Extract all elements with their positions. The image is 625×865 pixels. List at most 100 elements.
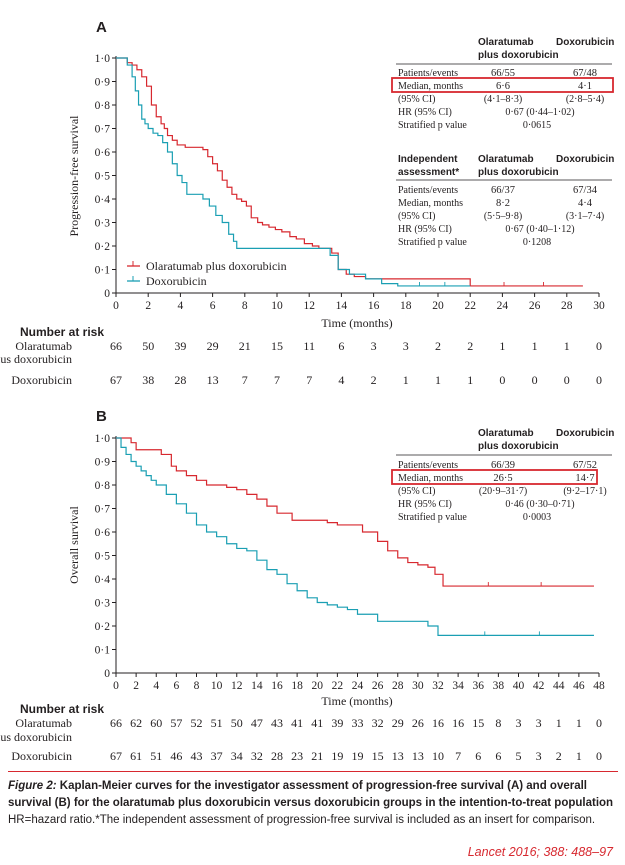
y-tick-label: 0·4 — [95, 194, 111, 206]
risk-doxo-count: 67 — [110, 749, 122, 763]
row2-label: Patients/events — [398, 185, 458, 196]
risk-olara-count: 39 — [174, 339, 186, 353]
risk-doxo-count: 2 — [556, 749, 562, 763]
x-tick-label: 30 — [412, 680, 424, 692]
caption-bold-text: Kaplan-Meier curves for the investigator… — [8, 780, 614, 809]
risk-doxo-count: 67 — [110, 373, 122, 387]
x-tick-label: 24 — [352, 680, 364, 692]
panel-b-risk-table: Number at risk Olaratumab plus doxorubic… — [0, 702, 602, 763]
rowb-label: Stratified p value — [398, 512, 467, 523]
risk-olara-count: 33 — [352, 716, 364, 730]
rowb-val-olara: 66/39 — [491, 460, 515, 471]
panel-a-independent-table: Independent assessment* Olaratumab plus … — [396, 154, 614, 248]
risk-doxo-count: 43 — [191, 749, 203, 763]
x-tick-label: 26 — [372, 680, 384, 692]
risk-label-olara-2: plus doxorubicin — [0, 352, 72, 366]
th2-indep-1: Independent — [398, 154, 458, 165]
riskb-label-olara-1: Olaratumab — [15, 716, 72, 730]
risk-olara-count: 16 — [452, 716, 464, 730]
figure-caption: Figure 2: Kaplan-Meier curves for the in… — [8, 778, 620, 829]
x-tick-label: 12 — [303, 300, 315, 312]
risk-olara-count: 50 — [231, 716, 243, 730]
risk-doxo-count: 0 — [596, 373, 602, 387]
x-tick-label: 38 — [493, 680, 505, 692]
y-tick-label: 0 — [104, 668, 110, 680]
figure-canvas: A Progression-free survival 0 0·1 0·2 0·3 0·… — [0, 19, 614, 763]
risk-doxo-count: 5 — [516, 749, 522, 763]
risk-olara-count: 66 — [110, 339, 122, 353]
x-tick-label: 8 — [194, 680, 200, 692]
row2-val-doxo: 67/34 — [573, 185, 598, 196]
median-highlight-box — [391, 469, 598, 485]
row2-val-p: 0·1208 — [523, 237, 551, 248]
y-tick-label: 0·3 — [95, 598, 111, 610]
risk-label-olara-1: Olaratumab — [15, 339, 72, 353]
th2-olara-1: Olaratumab — [478, 154, 534, 165]
caption-label: Figure 2: — [8, 780, 57, 792]
panel-a-legend: Olaratumab plus doxorubicin Doxorubicin — [127, 259, 287, 288]
row-val-doxo: 67/48 — [573, 68, 597, 79]
risk-olara-count: 41 — [291, 716, 303, 730]
risk-olara-count: 3 — [516, 716, 522, 730]
x-tick-label: 6 — [210, 300, 216, 312]
row2-val-doxo: (3·1–7·4) — [566, 211, 604, 222]
risk-doxo-count: 28 — [271, 749, 283, 763]
x-tick-label: 42 — [533, 680, 545, 692]
x-tick-label: 20 — [432, 300, 444, 312]
top-rule — [8, 771, 618, 772]
y-tick-label: 0·5 — [95, 171, 111, 183]
risk-olara-count: 3 — [403, 339, 409, 353]
row2-label: Median, months — [398, 198, 463, 209]
y-tick-label: 0·8 — [95, 100, 111, 112]
row-val-olara: 66/55 — [491, 68, 515, 79]
x-tick-label: 30 — [593, 300, 605, 312]
risk-doxo-count: 7 — [306, 373, 312, 387]
panel-b-risk-numbers: 66 62 60 57 52 51 50 47 43 41 41 39 33 32 29 26 16 16 15 8 3… — [110, 716, 602, 763]
risk-doxo-count: 19 — [331, 749, 343, 763]
risk-doxo-count: 4 — [338, 373, 344, 387]
rowb-val-olara: (20·9–31·7) — [479, 486, 527, 497]
risk-olara-count: 57 — [170, 716, 182, 730]
risk-title-b: Number at risk — [20, 702, 104, 716]
risk-doxo-count: 32 — [251, 749, 263, 763]
y-tick-label: 0·8 — [95, 480, 111, 492]
y-tick-label: 0·6 — [95, 527, 111, 539]
risk-doxo-count: 0 — [532, 373, 538, 387]
row2-val-olara: (5·5–9·8) — [484, 211, 522, 222]
curve-olaratumab — [116, 57, 583, 287]
x-tick-label: 36 — [473, 680, 485, 692]
rowb-val-p: 0·0003 — [523, 512, 551, 523]
row-label: Median, months — [398, 81, 463, 92]
risk-olara-count: 0 — [596, 716, 602, 730]
x-tick-label: 22 — [464, 300, 476, 312]
y-tick-label: 0·6 — [95, 147, 111, 159]
x-tick-label: 4 — [178, 300, 184, 312]
rowb-label: Patients/events — [398, 460, 458, 471]
x-tick-label: 44 — [553, 680, 565, 692]
y-tick-label: 0·2 — [95, 621, 111, 633]
y-tick-label: 1·0 — [95, 433, 111, 445]
row-val-olara: 6·6 — [496, 81, 510, 92]
risk-olara-count: 43 — [271, 716, 283, 730]
y-tick-label: 0·1 — [95, 265, 111, 277]
x-tick-label: 18 — [291, 680, 303, 692]
risk-olara-count: 1 — [556, 716, 562, 730]
risk-doxo-count: 61 — [130, 749, 142, 763]
y-tick-label: 0·9 — [95, 457, 111, 469]
caption-note: HR=hazard ratio.*The independent assessm… — [8, 814, 596, 826]
x-tick-label: 16 — [368, 300, 380, 312]
rowb-label: Median, months — [398, 473, 463, 484]
x-tick-label: 4 — [153, 680, 159, 692]
risk-olara-count: 1 — [532, 339, 538, 353]
panel-a-ylabel: Progression-free survival — [67, 115, 81, 237]
panel-a-risk-numbers: 66 50 39 29 21 15 11 6 3 3 2 2 1 1 1 067 38 28 13 7 7 7 4 2 1 1 1 0… — [110, 339, 602, 387]
x-tick-label: 18 — [400, 300, 412, 312]
risk-olara-count: 0 — [596, 339, 602, 353]
x-tick-label: 10 — [271, 300, 283, 312]
curve-olaratumab — [116, 437, 594, 587]
riskb-label-doxo: Doxorubicin — [11, 749, 72, 763]
risk-doxo-count: 7 — [242, 373, 248, 387]
risk-doxo-count: 7 — [274, 373, 280, 387]
rowb-label: HR (95% CI) — [398, 499, 452, 510]
risk-doxo-count: 1 — [467, 373, 473, 387]
